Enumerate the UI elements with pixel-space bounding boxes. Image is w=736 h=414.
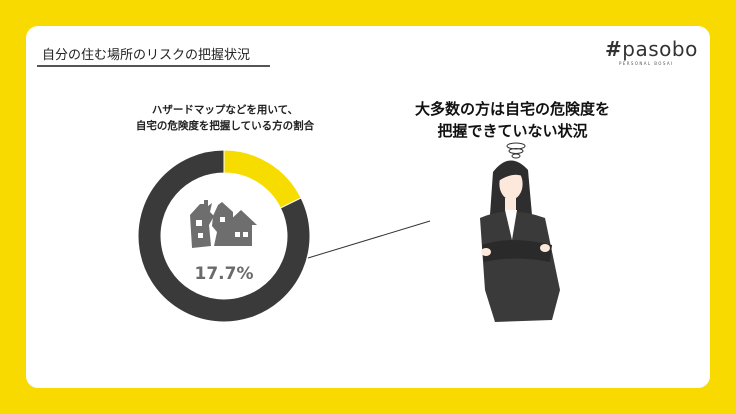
donut-slice-0 xyxy=(223,149,302,209)
donut-slice-1 xyxy=(137,149,311,323)
logo-tagline: PERSONAL BOSAI xyxy=(619,61,674,66)
callout-line1: 大多数の方は自宅の危険度を xyxy=(414,100,610,118)
chart-title-line2: 自宅の危険度を把握している方の割合 xyxy=(135,120,315,132)
worried-woman-illustration xyxy=(480,142,560,322)
logo-hash: # xyxy=(605,37,623,61)
worry-swirl-icon xyxy=(506,142,526,159)
chart-title-line1: ハザードマップなどを用いて、 xyxy=(151,104,299,116)
logo-name: pasobo xyxy=(622,37,698,61)
callout-line2: 把握できていない状況 xyxy=(437,122,588,140)
donut-chart xyxy=(137,149,311,323)
chart-title: ハザードマップなどを用いて、 自宅の危険度を把握している方の割合 xyxy=(110,102,340,134)
center-percentage-label: 17.7% xyxy=(194,264,254,284)
logo: #pasobo PERSONAL BOSAI xyxy=(605,38,698,67)
damaged-houses-icon xyxy=(190,200,257,248)
title-underline xyxy=(37,65,270,67)
page-title: 自分の住む場所のリスクの把握状況 xyxy=(42,48,251,63)
callout-connector xyxy=(307,220,431,259)
callout-text: 大多数の方は自宅の危険度を 把握できていない状況 xyxy=(395,98,630,142)
slide-card xyxy=(26,26,710,388)
